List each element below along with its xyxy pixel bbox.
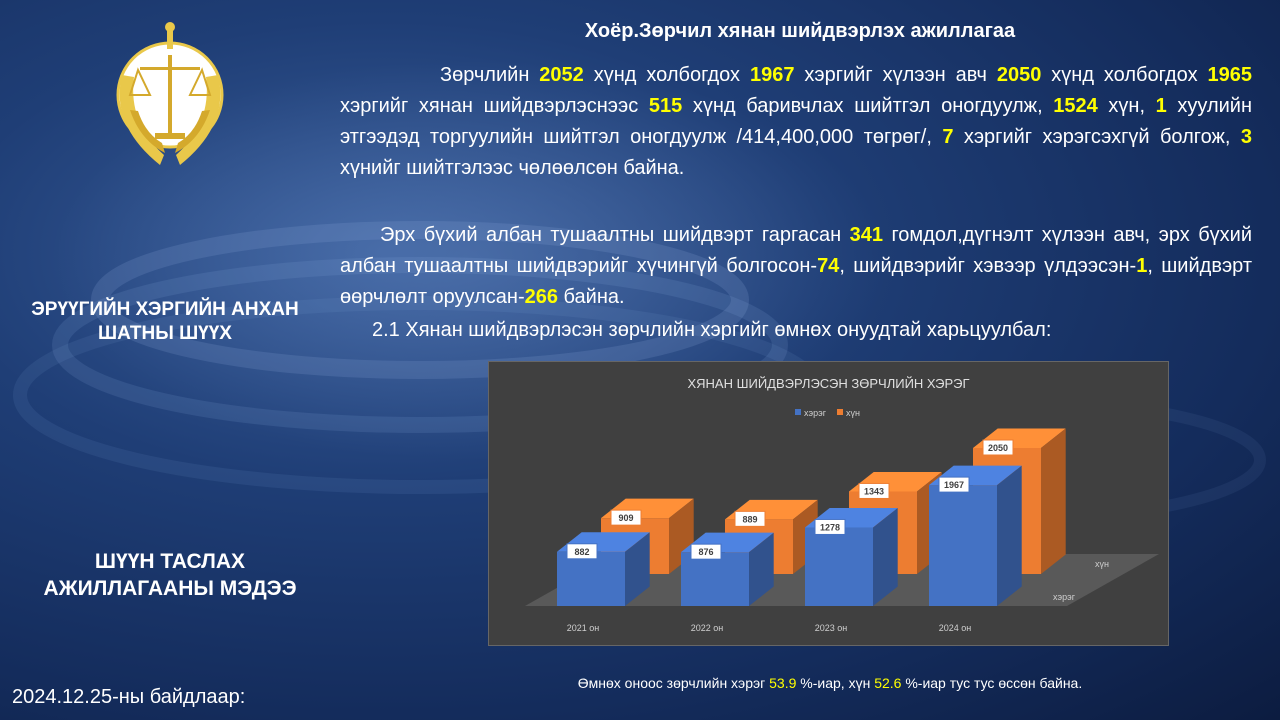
bar-хэрэг-1-side	[749, 532, 774, 606]
bar-хэрэг-0-label-box	[566, 543, 598, 560]
p1-text: хүнд баривчлах шийтгэл оногдуулж,	[682, 95, 1054, 117]
court-name-line1: ЭРҮҮГИЙН ХЭРГИЙН АНХАН	[31, 299, 299, 320]
p1-text: хүнийг шийтгэлээс чөлөөлсөн байна.	[340, 157, 685, 179]
growth-footnote: Өмнөх оноос зөрчлийн хэрэг 53.9 %-иар, х…	[330, 675, 1280, 691]
bar-хэрэг-0-label: 882	[574, 547, 589, 557]
subheading: 2.1 Хянан шийдвэрлэсэн зөрчлийн хэргийг …	[372, 319, 1052, 341]
court-name: ЭРҮҮГИЙН ХЭРГИЙН АНХАН ШАТНЫ ШҮҮХ	[0, 298, 330, 346]
legend-label-0: хэрэг	[804, 408, 827, 418]
bar-хүн-2-label-box	[858, 482, 890, 499]
bar-хэрэг-2-side	[873, 507, 898, 606]
footnote-people-growth: 52.6	[874, 675, 902, 691]
bar-хэрэг-0-side	[625, 532, 650, 606]
bar-хүн-0-label: 909	[618, 513, 633, 523]
depth-label-people: хүн	[1095, 559, 1109, 569]
footnote-text: %-иар тус тус өссөн байна.	[901, 675, 1083, 691]
footnote-cases-growth: 53.9	[769, 675, 797, 691]
bar-хэрэг-2	[805, 527, 873, 606]
p1-text: хэргийг хүлээн авч	[794, 64, 997, 86]
p1-text: хэргийг хэрэгсэхгүй болгож,	[953, 126, 1241, 148]
p1-value: 1967	[749, 64, 795, 86]
p1-value: 1965	[1207, 64, 1253, 86]
depth-label-cases: хэрэг	[1053, 592, 1076, 602]
paragraph-summary: Зөрчлийн 2052 хүнд холбогдох 1967 хэргий…	[340, 60, 1252, 184]
x-tick-label-2: 2023 он	[815, 623, 848, 633]
report-title-line2: АЖИЛЛАГААНЫ МЭДЭЭ	[43, 577, 297, 600]
p2-text: , шийдвэрийг хэвээр үлдээсэн-	[839, 255, 1137, 277]
chart-title: ХЯНАН ШИЙДВЭРЛЭСЭН ЗӨРЧЛИЙН ХЭРЭГ	[687, 376, 969, 391]
p1-value: 1524	[1053, 95, 1098, 117]
bar-хэрэг-2-label-box	[814, 518, 846, 535]
legend-swatch-0	[795, 409, 801, 415]
p1-text: Зөрчлийн	[440, 64, 540, 86]
p1-value: 2050	[996, 64, 1042, 86]
p1-text: хүнд холбогдох	[1041, 64, 1208, 86]
report-title: ШҮҮН ТАСЛАХ АЖИЛЛАГААНЫ МЭДЭЭ	[0, 548, 340, 602]
section-heading: Хоёр.Зөрчил хянан шийдвэрлэх ажиллагаа	[584, 20, 1016, 42]
bar-хүн-3-side	[1041, 428, 1066, 574]
p1-text: хүн,	[1097, 95, 1156, 117]
p2-value: 341	[849, 224, 883, 246]
p1-value: 7	[942, 126, 954, 148]
paragraph-complaints: Эрх бүхий албан тушаалтны шийдвэрт гарга…	[340, 220, 1252, 313]
p2-text: байна.	[557, 286, 625, 308]
bar-хэрэг-3-side	[997, 465, 1022, 606]
p1-value: 3	[1240, 126, 1253, 148]
p2-value: 266	[524, 286, 558, 308]
court-name-line2: ШАТНЫ ШҮҮХ	[98, 323, 232, 344]
bar-хэрэг-2-label: 1278	[820, 522, 840, 532]
bar-хэрэг-0	[557, 551, 625, 606]
p1-text: хүнд холбогдох	[583, 64, 750, 86]
bar-хэрэг-1-label-box	[690, 543, 722, 560]
p2-value: 74	[817, 255, 840, 277]
bar-хүн-2-label: 1343	[864, 486, 884, 496]
bar-хэрэг-3-label: 1967	[944, 480, 964, 490]
footnote-text: %-иар, хүн	[796, 675, 875, 691]
as-of-date: 2024.12.25-ны байдлаар:	[12, 686, 246, 708]
x-tick-label-0: 2021 он	[567, 623, 600, 633]
bar-хэрэг-1-label: 876	[698, 547, 713, 557]
chart-canvas: ХЯНАН ШИЙДВЭРЛЭСЭН ЗӨРЧЛИЙН ХЭРЭГ хэрэг хү…	[525, 376, 1159, 633]
bar-хүн-0-label-box	[610, 509, 642, 526]
p2-text: , шийдвэрт өөрчлөлт оруулсан-	[340, 255, 1252, 308]
p1-value: 1	[1155, 95, 1167, 117]
court-emblem-logo	[116, 22, 224, 165]
footnote-text: Өмнөх оноос зөрчлийн хэрэг	[577, 675, 770, 691]
report-title-line1: ШҮҮН ТАСЛАХ	[94, 550, 246, 573]
bar-хэрэг-3	[929, 485, 997, 606]
bar-хүн-3-label-box	[982, 439, 1014, 456]
p2-text: Эрх бүхий албан тушаалтны шийдвэрт гарга…	[380, 224, 850, 246]
bar-хүн-1-label: 889	[742, 514, 757, 524]
x-tick-label-3: 2024 он	[939, 623, 972, 633]
x-tick-label-1: 2022 он	[691, 623, 724, 633]
legend-label-1: хүн	[846, 408, 860, 418]
legend-swatch-1	[837, 409, 843, 415]
p2-value: 1	[1136, 255, 1148, 277]
p1-text: хэргийг хянан шийдвэрлэснээс	[340, 95, 649, 117]
bar-хэрэг-1	[681, 552, 749, 606]
p1-value: 515	[648, 95, 683, 117]
bar-хүн-1-label-box	[734, 510, 766, 527]
bar-хэрэг-3-label-box	[938, 476, 970, 493]
cases-bar-chart: ХЯНАН ШИЙДВЭРЛЭСЭН ЗӨРЧЛИЙН ХЭРЭГ хэрэг хү…	[488, 361, 1169, 646]
bar-хүн-3-label: 2050	[988, 443, 1008, 453]
p1-text: хуулийн этгээдэд торгуулийн шийтгэл оног…	[340, 95, 1253, 148]
p1-value: 2052	[539, 64, 584, 86]
p2-text: гомдол,дүгнэлт хүлээн авч, эрх бүхий алб…	[340, 224, 1252, 277]
